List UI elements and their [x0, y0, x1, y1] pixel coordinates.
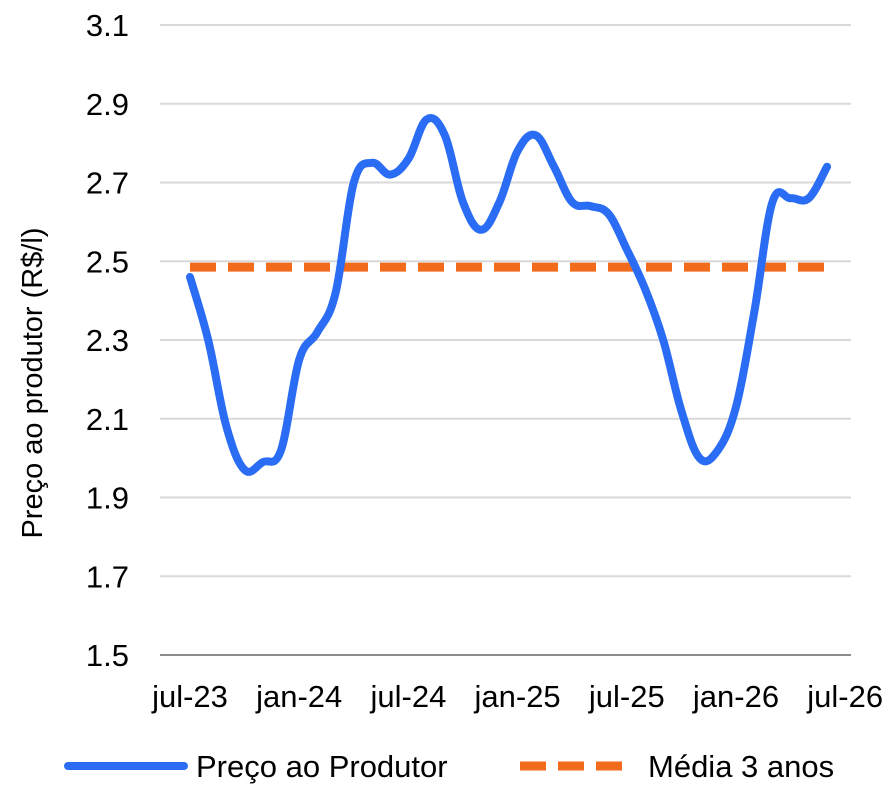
y-tick-label: 1.5 — [86, 638, 129, 673]
y-tick-label: 2.9 — [86, 87, 129, 122]
x-tick-label: jan-25 — [474, 679, 561, 714]
x-tick-label: jul-25 — [588, 679, 665, 714]
series-lines — [186, 114, 831, 476]
y-tick-label: 1.9 — [86, 481, 129, 516]
y-tick-label: 2.5 — [86, 244, 129, 279]
y-axis-title: Preço ao produtor (R$/l) — [17, 227, 49, 538]
y-tick-label: 2.3 — [86, 323, 129, 358]
legend-label-preco-produtor: Preço ao Produtor — [196, 749, 448, 784]
legend-label-media-3-anos: Média 3 anos — [648, 749, 834, 784]
gridlines — [160, 24, 851, 656]
y-tick-label: 2.1 — [86, 402, 129, 437]
x-tick-label: jul-26 — [806, 679, 883, 714]
x-tick-labels: jul-23 jan-24 jul-24 jan-25 jul-25 jan-26 jul-… — [151, 679, 883, 714]
x-tick-label: jan-26 — [692, 679, 779, 714]
x-tick-label: jul-24 — [369, 679, 446, 714]
legend: Preço ao Produtor Média 3 anos — [64, 749, 834, 784]
x-tick-label: jul-23 — [151, 679, 228, 714]
series-line-pre-o-ao-produtor — [186, 114, 831, 476]
y-tick-label: 2.7 — [86, 166, 129, 201]
y-tick-labels: 1.5 1.7 1.9 2.1 2.3 2.5 2.7 2.9 3.1 — [86, 8, 129, 673]
y-tick-label: 1.7 — [86, 559, 129, 594]
y-tick-label: 3.1 — [86, 8, 129, 43]
x-tick-label: jan-24 — [255, 679, 342, 714]
